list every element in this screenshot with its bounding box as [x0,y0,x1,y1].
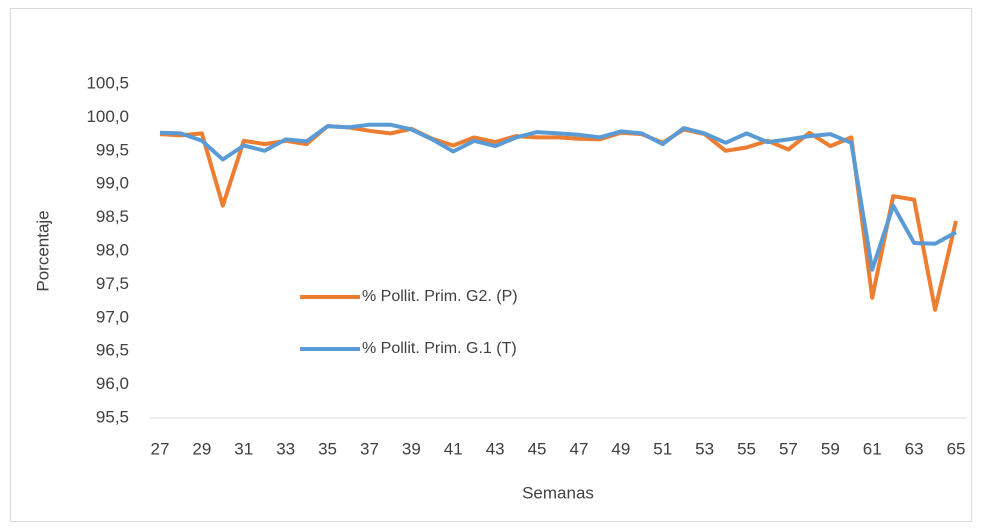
y-tick-label: 98,5 [96,207,129,226]
x-tick-label: 63 [905,439,924,458]
x-tick-label: 41 [444,439,463,458]
x-tick-label: 51 [653,439,672,458]
y-tick-label: 97,0 [96,307,129,326]
x-tick-label: 31 [234,439,253,458]
y-tick-label: 96,5 [96,341,129,360]
x-tick-label: 33 [276,439,295,458]
legend-label: % Pollit. Prim. G2. (P) [362,288,518,305]
x-tick-label: 27 [151,439,170,458]
y-tick-label: 99,0 [96,174,129,193]
x-tick-label: 55 [737,439,756,458]
x-axis-label: Semanas [522,483,594,502]
y-tick-label: 96,0 [96,374,129,393]
x-tick-label: 35 [318,439,337,458]
y-tick-label: 97,5 [96,274,129,293]
series-line [159,122,957,272]
y-tick-label: 100,5 [86,73,129,92]
x-tick-label: 49 [611,439,630,458]
y-tick-label: 98,0 [96,240,129,259]
legend-label: % Pollit. Prim. G.1 (T) [362,340,517,357]
x-tick-label: 57 [779,439,798,458]
y-tick-label: 95,5 [96,407,129,426]
x-tick-label: 43 [486,439,505,458]
y-axis-label: Porcentaje [33,210,52,291]
x-tick-label: 59 [821,439,840,458]
x-tick-label: 61 [863,439,882,458]
x-tick-label: 29 [192,439,211,458]
x-tick-label: 37 [360,439,379,458]
x-tick-label: 45 [528,439,547,458]
y-tick-label: 100,0 [86,107,129,126]
y-tick-label: 99,5 [96,140,129,159]
chart-frame [10,8,972,522]
x-tick-label: 65 [947,439,966,458]
x-tick-label: 39 [402,439,421,458]
x-tick-label: 47 [569,439,588,458]
x-tick-label: 53 [695,439,714,458]
